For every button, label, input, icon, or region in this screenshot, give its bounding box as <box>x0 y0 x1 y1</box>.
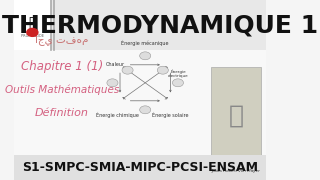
FancyBboxPatch shape <box>211 67 261 166</box>
Circle shape <box>140 52 151 60</box>
Text: Chaleur: Chaleur <box>105 62 124 67</box>
Text: 🎓: 🎓 <box>28 16 36 30</box>
Text: 👤: 👤 <box>228 103 244 127</box>
Text: S1-SMPC-SMIA-MIPC-PCSI-ENSAM: S1-SMPC-SMIA-MIPC-PCSI-ENSAM <box>22 161 258 174</box>
Circle shape <box>157 66 168 74</box>
Text: PROF VALIDE: PROF VALIDE <box>21 34 44 38</box>
Text: Énergie chimique: Énergie chimique <box>96 112 139 118</box>
Text: أجي تفهم: أجي تفهم <box>35 33 89 46</box>
Circle shape <box>140 106 151 114</box>
FancyBboxPatch shape <box>14 50 266 180</box>
FancyBboxPatch shape <box>14 0 51 50</box>
Text: Énergie mécanique: Énergie mécanique <box>122 40 169 46</box>
Text: Chapitre 1 (1): Chapitre 1 (1) <box>21 60 103 73</box>
FancyBboxPatch shape <box>14 0 266 50</box>
Circle shape <box>122 66 133 74</box>
FancyBboxPatch shape <box>14 155 266 180</box>
Text: Définition: Définition <box>35 108 89 118</box>
Text: Énergie solaire: Énergie solaire <box>152 112 188 118</box>
Text: Énergie
électrique: Énergie électrique <box>168 69 188 78</box>
Circle shape <box>27 28 38 36</box>
Text: Outils Mathématiques: Outils Mathématiques <box>5 85 119 95</box>
Circle shape <box>172 79 183 87</box>
Text: THERMODYNAMIQUE 1: THERMODYNAMIQUE 1 <box>2 13 318 37</box>
Circle shape <box>107 79 118 87</box>
Text: Julius Robert von Mayer: Julius Robert von Mayer <box>212 169 260 173</box>
